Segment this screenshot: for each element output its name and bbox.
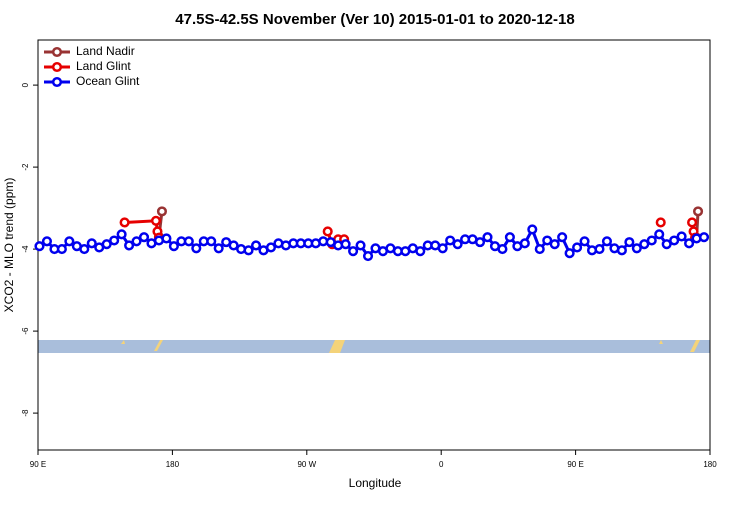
data-point [156, 206, 167, 217]
y-tick-label: -2 [21, 163, 30, 171]
legend-swatch-marker [51, 76, 63, 88]
y-axis-label: XCO2 - MLO trend (ppm) [2, 178, 16, 313]
data-point [348, 246, 359, 257]
data-point [631, 243, 642, 254]
data-point [676, 231, 687, 242]
data-point [322, 226, 333, 237]
x-tick-label: 90 W [297, 460, 316, 469]
data-point [504, 232, 515, 243]
data-point [661, 239, 672, 250]
data-point [564, 248, 575, 259]
x-tick-label: 90 E [567, 460, 583, 469]
data-point [579, 236, 590, 247]
data-point [206, 236, 217, 247]
data-point [415, 246, 426, 257]
data-point [101, 239, 112, 250]
data-point [124, 240, 135, 251]
data-point [549, 239, 560, 250]
data-point [161, 233, 172, 244]
data-point [265, 242, 277, 253]
data-point [542, 235, 553, 246]
data-point [654, 229, 665, 240]
data-point [116, 229, 127, 240]
data-point [445, 235, 456, 246]
data-point [698, 232, 710, 243]
y-tick-label: -6 [21, 327, 30, 335]
surface-strip [38, 340, 710, 353]
y-tick-label: -8 [21, 409, 30, 417]
legend-swatch-marker [51, 61, 63, 73]
data-point [109, 235, 120, 246]
data-point [56, 244, 67, 255]
data-point [228, 240, 239, 251]
data-point [191, 243, 202, 254]
data-point [474, 237, 486, 248]
data-point [616, 245, 627, 256]
data-point [594, 244, 605, 255]
data-point [362, 251, 374, 262]
x-axis-label: Longitude [349, 476, 402, 490]
data-point [437, 243, 448, 254]
data-point [34, 241, 45, 252]
data-point [527, 224, 538, 235]
y-tick-label: 0 [21, 82, 30, 87]
data-point [534, 244, 545, 255]
data-point [639, 239, 650, 250]
data-point [655, 217, 666, 228]
x-tick-label: 180 [166, 460, 180, 469]
data-point [119, 217, 130, 228]
data-point [693, 206, 704, 217]
data-point [355, 240, 366, 251]
data-point [243, 245, 254, 256]
legend-label: Ocean Glint [76, 74, 140, 88]
data-point [684, 238, 695, 249]
data-point [138, 232, 150, 243]
x-tick-label: 90 E [30, 460, 46, 469]
data-point [131, 236, 142, 247]
x-tick-label: 180 [703, 460, 717, 469]
data-point [183, 236, 194, 247]
data-point [168, 241, 179, 252]
data-point [64, 236, 75, 247]
data-point [687, 217, 698, 228]
data-point [79, 244, 90, 255]
data-point [601, 236, 613, 247]
data-point [340, 239, 351, 250]
data-point [572, 242, 583, 253]
data-point [41, 236, 53, 247]
legend-label: Land Glint [76, 59, 131, 73]
data-point [557, 232, 568, 243]
data-point [669, 235, 680, 246]
data-point [482, 232, 493, 243]
legend-label: Land Nadir [76, 44, 135, 58]
y-tick-label: -4 [21, 245, 30, 253]
data-point [250, 240, 262, 251]
data-point [213, 243, 224, 254]
legend-swatch-marker [51, 46, 63, 58]
chart-title: 47.5S-42.5S November (Ver 10) 2015-01-01… [175, 11, 574, 28]
data-point [452, 239, 463, 250]
data-point [86, 238, 97, 249]
x-tick-label: 0 [439, 460, 444, 469]
data-point [624, 237, 635, 248]
data-point [646, 235, 657, 246]
data-point [519, 238, 530, 249]
data-point [150, 215, 162, 226]
data-point [497, 244, 508, 255]
